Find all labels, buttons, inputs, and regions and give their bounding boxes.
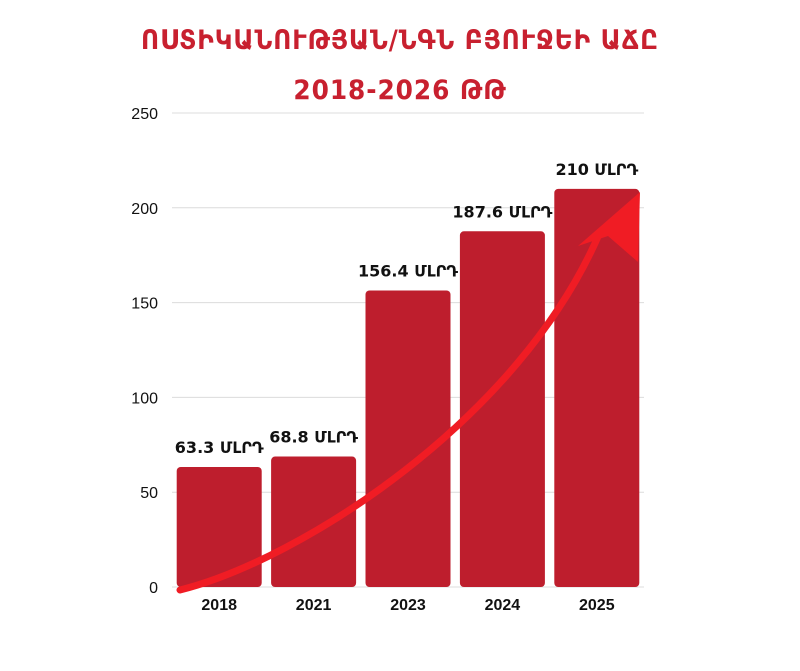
bar (459, 231, 545, 587)
chart-title-line-2: 2018-2026 ԹԹ (293, 75, 507, 106)
chart-title-line-1: ՈՍՏԻԿԱՆՈՒԹՅԱՆ/ՆԳՆ ԲՅՈՒՋԵԻ ԱՃԸ (141, 25, 659, 56)
bar (365, 290, 451, 587)
bar (176, 466, 262, 587)
bar (554, 188, 640, 587)
x-tick-label: 2023 (390, 597, 426, 614)
bar (271, 456, 357, 587)
growth-arrow-head-icon (578, 192, 640, 262)
data-label: 156.4 ՄԼՐԴ (358, 261, 458, 280)
data-label: 187.6 ՄԼՐԴ (452, 202, 552, 221)
x-tick-label: 2024 (485, 597, 521, 614)
x-tick-label: 2018 (201, 597, 237, 614)
y-tick-label: 150 (131, 296, 158, 313)
y-tick-label: 50 (140, 485, 158, 502)
data-label: 210 ՄԼՐԴ (555, 160, 638, 179)
growth-arrow-shaft (176, 228, 604, 594)
data-label: 63.3 ՄԼՐԴ (175, 438, 264, 457)
y-tick-label: 250 (131, 106, 158, 123)
data-label: 68.8 ՄԼՐԴ (269, 428, 358, 447)
x-tick-label: 2021 (296, 597, 332, 614)
y-tick-label: 100 (131, 390, 158, 407)
x-tick-label: 2025 (579, 597, 615, 614)
y-tick-label: 200 (131, 201, 158, 218)
y-tick-label: 0 (149, 580, 158, 597)
